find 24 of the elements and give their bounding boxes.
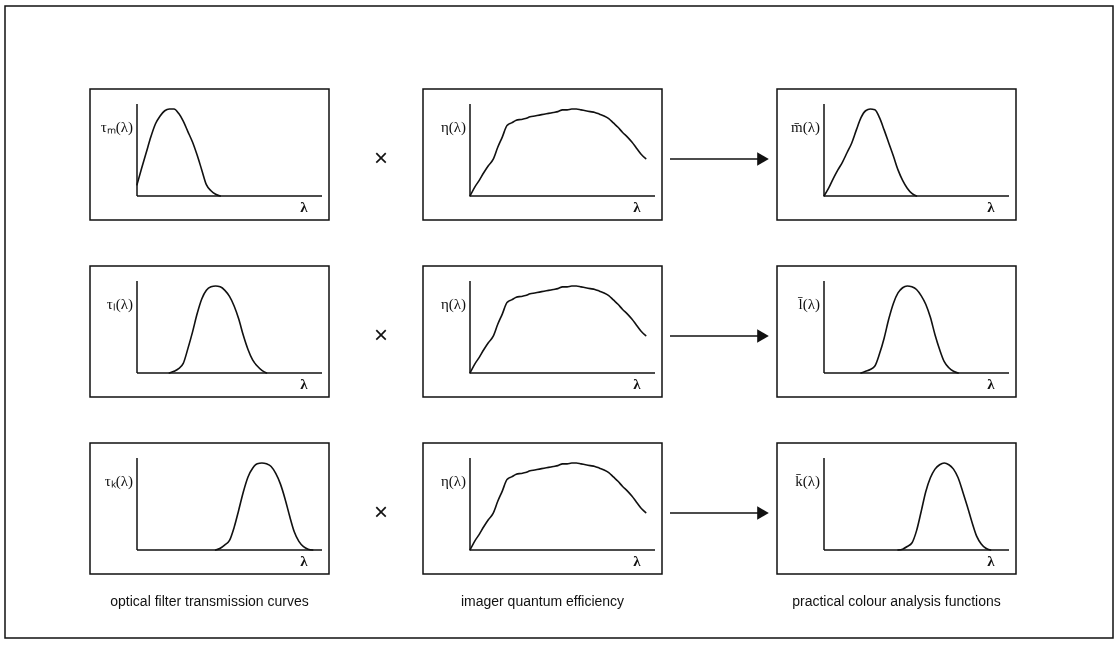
y-axis-title: η(λ) bbox=[440, 473, 466, 490]
y-axis-title: k̄(λ) bbox=[795, 473, 820, 490]
y-axis-title: τₖ(λ) bbox=[104, 473, 133, 490]
x-axis-title: λ bbox=[987, 199, 996, 215]
text: × bbox=[373, 144, 389, 171]
text: imager quantum efficiency bbox=[460, 593, 625, 609]
x-axis-title: λ bbox=[633, 553, 642, 569]
x-axis-title: λ bbox=[987, 553, 996, 569]
text: × bbox=[373, 321, 389, 348]
text: × bbox=[373, 498, 389, 525]
y-axis-title: l̄(λ) bbox=[797, 296, 820, 313]
y-axis-title: η(λ) bbox=[440, 296, 466, 313]
x-axis-title: λ bbox=[300, 553, 309, 569]
y-axis-title: τₗ(λ) bbox=[106, 296, 133, 313]
x-axis-title: λ bbox=[633, 199, 642, 215]
text: practical colour analysis functions bbox=[792, 593, 1001, 609]
x-axis-title: λ bbox=[300, 376, 309, 392]
x-axis-title: λ bbox=[300, 199, 309, 215]
text: optical filter transmission curves bbox=[110, 593, 309, 609]
y-axis-title: η(λ) bbox=[440, 119, 466, 136]
x-axis-title: λ bbox=[633, 376, 642, 392]
y-axis-title: m̄(λ) bbox=[791, 119, 820, 136]
y-axis-title: τₘ(λ) bbox=[100, 119, 133, 136]
x-axis-title: λ bbox=[987, 376, 996, 392]
